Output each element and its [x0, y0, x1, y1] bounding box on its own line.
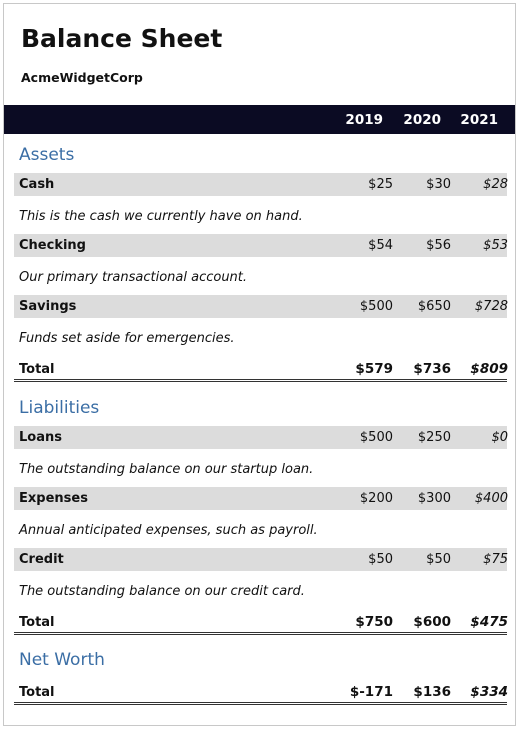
- total-row-assets: Total $579 $736 $809: [14, 357, 508, 382]
- row-value: $500: [359, 430, 393, 445]
- row-value: $25: [368, 177, 393, 192]
- row-value: $28: [483, 177, 508, 192]
- row-label: Loans: [19, 430, 62, 445]
- row-label: Credit: [19, 552, 64, 567]
- total-value: $334: [470, 684, 508, 700]
- row-value: $728: [474, 299, 508, 314]
- row-value: $50: [426, 552, 451, 567]
- row-value: $53: [483, 238, 508, 253]
- year-header: 2019 2020 2021: [4, 105, 515, 134]
- total-value: $475: [470, 614, 508, 630]
- total-label: Total: [19, 615, 55, 630]
- table-row: Savings $500 $650 $728: [14, 295, 508, 318]
- row-description: This is the cash we currently have on ha…: [19, 209, 303, 224]
- row-label: Savings: [19, 299, 77, 314]
- row-value: $400: [474, 491, 508, 506]
- row-description: The outstanding balance on our credit ca…: [19, 584, 305, 599]
- total-row-liabilities: Total $750 $600 $475: [14, 610, 508, 635]
- total-value: $600: [413, 614, 451, 630]
- table-row: Cash $25 $30 $28: [14, 173, 508, 196]
- row-value: $250: [417, 430, 451, 445]
- section-title-net-worth: Net Worth: [19, 650, 105, 670]
- table-row: Checking $54 $56 $53: [14, 234, 508, 257]
- total-label: Total: [19, 685, 55, 700]
- row-description: Funds set aside for emergencies.: [19, 331, 235, 346]
- table-row: Loans $500 $250 $0: [14, 426, 508, 449]
- row-description: Our primary transactional account.: [19, 270, 248, 285]
- row-value: $30: [426, 177, 451, 192]
- total-value: $809: [470, 361, 508, 377]
- total-value: $136: [413, 684, 451, 700]
- row-value: $54: [368, 238, 393, 253]
- total-label: Total: [19, 362, 55, 377]
- page-title: Balance Sheet: [21, 24, 223, 53]
- year-header-2019: 2019: [345, 112, 383, 128]
- row-description: Annual anticipated expenses, such as pay…: [19, 523, 318, 538]
- row-description: The outstanding balance on our startup l…: [19, 462, 314, 477]
- row-value: $75: [483, 552, 508, 567]
- row-value: $56: [426, 238, 451, 253]
- row-label: Checking: [19, 238, 86, 253]
- balance-sheet: Balance Sheet AcmeWidgetCorp 2019 2020 2…: [3, 3, 516, 726]
- year-header-2021: 2021: [460, 112, 498, 128]
- row-value: $500: [359, 299, 393, 314]
- total-value: $750: [355, 614, 393, 630]
- row-value: $0: [491, 430, 508, 445]
- total-value: $736: [413, 361, 451, 377]
- total-value: $579: [355, 361, 393, 377]
- table-row: Credit $50 $50 $75: [14, 548, 508, 571]
- row-value: $650: [417, 299, 451, 314]
- company-name: AcmeWidgetCorp: [21, 70, 143, 85]
- section-title-assets: Assets: [19, 145, 75, 165]
- total-row-net-worth: Total $-171 $136 $334: [14, 680, 508, 705]
- row-label: Expenses: [19, 491, 88, 506]
- section-title-liabilities: Liabilities: [19, 398, 100, 418]
- total-value: $-171: [349, 684, 393, 700]
- row-value: $50: [368, 552, 393, 567]
- row-label: Cash: [19, 177, 55, 192]
- row-value: $200: [359, 491, 393, 506]
- year-header-2020: 2020: [403, 112, 441, 128]
- table-row: Expenses $200 $300 $400: [14, 487, 508, 510]
- row-value: $300: [417, 491, 451, 506]
